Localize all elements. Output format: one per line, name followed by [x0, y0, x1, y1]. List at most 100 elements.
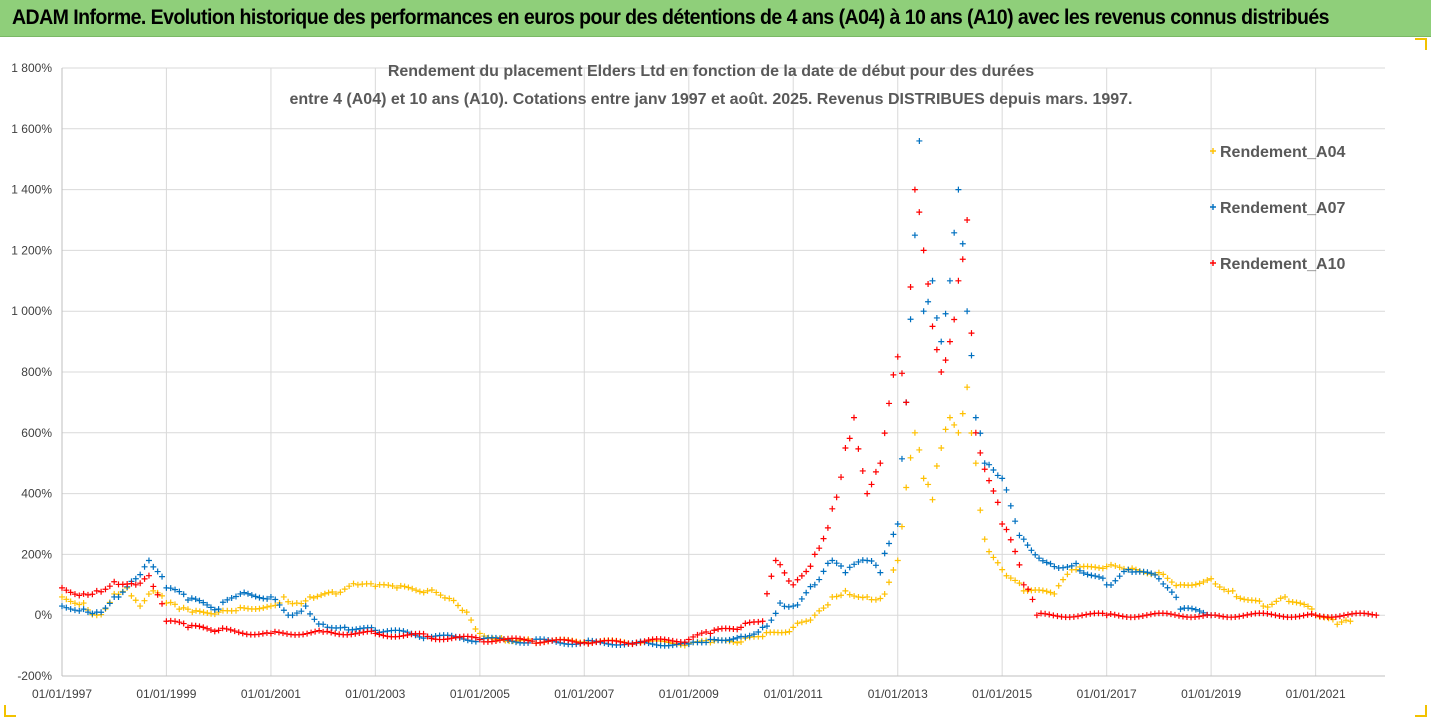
- series-marker-Rendement_A04: [1204, 577, 1211, 584]
- data-point-Rendement_A07: [790, 603, 797, 610]
- series-marker-Rendement_A07: [1047, 560, 1054, 567]
- data-point-Rendement_A07: [132, 575, 139, 582]
- data-point-Rendement_A07: [894, 521, 901, 527]
- series-marker-Rendement_A04: [1160, 571, 1167, 578]
- series-marker-Rendement_A07: [106, 600, 113, 607]
- series-marker-Rendement_A07: [159, 573, 166, 580]
- series-marker-Rendement_A10: [617, 638, 624, 645]
- series-marker-Rendement_A10: [196, 623, 203, 630]
- series-marker-Rendement_A10: [255, 631, 262, 638]
- data-point-Rendement_A10: [581, 639, 588, 646]
- series-marker-Rendement_A04: [1047, 589, 1054, 596]
- series-marker-Rendement_A10: [621, 639, 628, 646]
- series-marker-Rendement_A07: [150, 563, 157, 570]
- series-marker-Rendement_A07: [798, 595, 805, 602]
- series-marker-Rendement_A04: [389, 582, 396, 589]
- series-marker-Rendement_A04: [933, 462, 940, 469]
- chart-title-line: entre 4 (A04) et 10 ans (A10). Cotations…: [290, 91, 1133, 108]
- series-marker-Rendement_A04: [1221, 586, 1228, 593]
- series-marker-Rendement_A10: [1340, 612, 1347, 619]
- y-tick-label: 0%: [35, 608, 53, 622]
- series-marker-Rendement_A07: [89, 610, 96, 617]
- series-marker-Rendement_A10: [537, 639, 544, 646]
- data-point-Rendement_A10: [790, 581, 797, 588]
- data-point-Rendement_A07: [946, 277, 953, 284]
- data-point-Rendement_A10: [372, 630, 379, 637]
- series-marker-Rendement_A07: [98, 609, 105, 616]
- data-point-Rendement_A04: [877, 595, 884, 602]
- banner-title: ADAM Informe. Evolution historique des p…: [12, 6, 1329, 29]
- series-marker-Rendement_A07: [1060, 564, 1067, 571]
- data-point-Rendement_A07: [237, 590, 244, 597]
- data-point-Rendement_A07: [302, 603, 309, 610]
- series-marker-Rendement_A10: [141, 575, 148, 582]
- series-marker-Rendement_A07: [1168, 589, 1175, 596]
- data-point-Rendement_A10: [759, 618, 766, 625]
- data-point-Rendement_A10: [145, 572, 152, 579]
- series-marker-Rendement_A07: [925, 298, 932, 305]
- data-point-Rendement_A04: [911, 429, 918, 436]
- series-marker-Rendement_A04: [1233, 593, 1240, 600]
- series-marker-Rendement_A04: [886, 579, 893, 586]
- series-marker-Rendement_A04: [782, 629, 789, 636]
- series-marker-Rendement_A10: [219, 625, 226, 632]
- series-marker-Rendement_A07: [1012, 518, 1019, 525]
- series-marker-Rendement_A10: [1025, 586, 1032, 593]
- series-marker-Rendement_A07: [898, 455, 905, 462]
- series-marker-Rendement_A04: [890, 567, 897, 574]
- series-marker-Rendement_A07: [353, 626, 360, 633]
- series-marker-Rendement_A07: [248, 592, 255, 599]
- data-point-Rendement_A07: [215, 606, 222, 613]
- series-marker-Rendement_A07: [200, 599, 207, 606]
- series-marker-Rendement_A07: [154, 568, 161, 575]
- series-marker-Rendement_A10: [1083, 611, 1090, 618]
- series-marker-Rendement_A04: [1043, 588, 1050, 595]
- series-marker-Rendement_A04: [256, 605, 263, 612]
- data-point-Rendement_A04: [59, 593, 65, 600]
- title-banner: ADAM Informe. Evolution historique des p…: [0, 0, 1431, 37]
- data-point-Rendement_A10: [955, 277, 962, 284]
- series-marker-Rendement_A07: [868, 558, 875, 565]
- series-marker-Rendement_A07: [959, 240, 966, 247]
- series-marker-Rendement_A10: [304, 630, 311, 637]
- series-marker-Rendement_A10: [98, 588, 105, 595]
- scatter-chart: -200% 0% 200% 400% 600% 800% 1 000% 1 200% 1 400…: [11, 61, 1385, 701]
- series-marker-Rendement_A04: [367, 580, 374, 587]
- series-marker-Rendement_A04: [321, 590, 328, 597]
- series-marker-Rendement_A10: [868, 481, 875, 488]
- series-marker-Rendement_A04: [925, 481, 932, 488]
- series-marker-Rendement_A10: [300, 631, 307, 638]
- y-tick-label: -200%: [17, 669, 52, 683]
- data-point-Rendement_A10: [946, 338, 953, 345]
- legend-label: Rendement_A04: [1220, 144, 1345, 161]
- series-marker-Rendement_A10: [1115, 612, 1122, 619]
- series-marker-Rendement_A10: [881, 430, 888, 437]
- data-point-Rendement_A10: [842, 445, 849, 451]
- series-marker-Rendement_A07: [211, 606, 218, 613]
- data-point-Rendement_A10: [829, 505, 836, 512]
- series-marker-Rendement_A10: [859, 467, 866, 474]
- series-marker-Rendement_A10: [798, 572, 805, 579]
- series-marker-Rendement_A10: [1175, 612, 1182, 619]
- series-marker-Rendement_A04: [145, 591, 152, 598]
- series-marker-Rendement_A10: [235, 629, 242, 636]
- series-marker-Rendement_A10: [890, 371, 897, 378]
- series-marker-Rendement_A04: [325, 589, 332, 596]
- series-marker-Rendement_A10: [1264, 610, 1271, 617]
- series-marker-Rendement_A04: [346, 583, 353, 590]
- data-point-Rendement_A04: [267, 603, 274, 610]
- series-marker-Rendement_A07: [1076, 567, 1083, 574]
- data-point-Rendement_A04: [1208, 575, 1215, 582]
- series-marker-Rendement_A04: [241, 605, 248, 612]
- data-point-Rendement_A04: [955, 429, 962, 436]
- series-marker-Rendement_A04: [454, 602, 461, 609]
- series-marker-Rendement_A07: [228, 595, 235, 602]
- series-marker-Rendement_A07: [785, 603, 792, 610]
- series-marker-Rendement_A07: [763, 623, 770, 630]
- series-marker-Rendement_A07: [1032, 551, 1039, 558]
- series-marker-Rendement_A04: [314, 593, 321, 600]
- series-marker-Rendement_A10: [1200, 612, 1207, 619]
- series-marker-Rendement_A10: [76, 592, 83, 599]
- chart-area: -200% 0% 200% 400% 600% 800% 1 000% 1 200% 1 400…: [0, 36, 1431, 721]
- series-marker-Rendement_A07: [872, 562, 879, 569]
